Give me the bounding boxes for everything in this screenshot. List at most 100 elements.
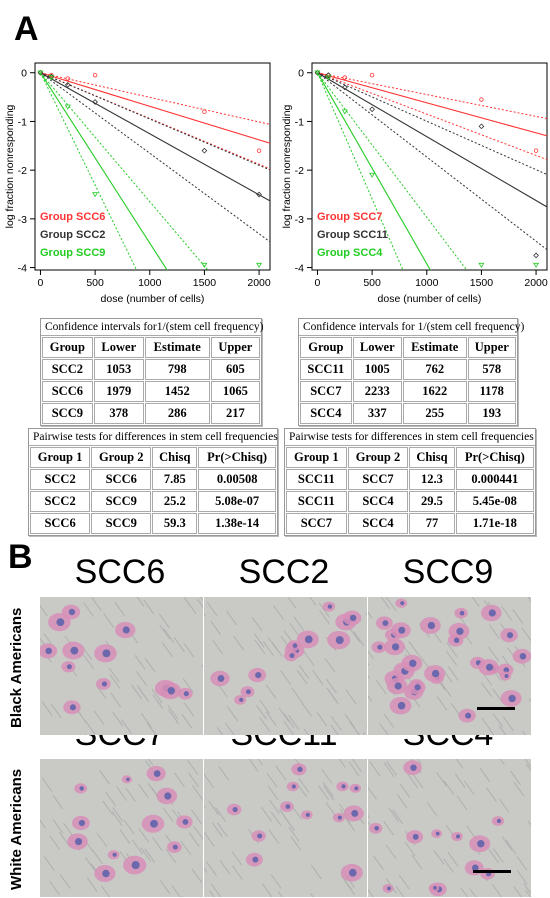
membrane-streak [103, 613, 115, 628]
cell-nucleus [69, 704, 76, 711]
membrane-streak [112, 712, 124, 727]
membrane-streak [330, 715, 342, 731]
cell-nucleus [427, 621, 436, 630]
cell-nucleus [102, 649, 111, 658]
membrane-streak [204, 832, 215, 847]
membrane-streak [524, 759, 531, 768]
membrane-streak [183, 597, 192, 607]
cell-nucleus [456, 834, 461, 839]
data-point [92, 99, 98, 105]
cell-nucleus [488, 609, 496, 617]
membrane-streak [91, 849, 103, 864]
data-point [49, 72, 54, 78]
legend-entry: Group SCC11 [317, 229, 388, 241]
membrane-streak [385, 597, 397, 612]
membrane-streak [498, 798, 510, 813]
membrane-streak [257, 759, 263, 766]
cell-nucleus [304, 635, 313, 644]
micrograph-texture [40, 759, 203, 897]
table-cell: 605 [210, 359, 260, 380]
panel-a-label: A [14, 10, 39, 48]
membrane-streak [206, 601, 218, 617]
membrane-streak [162, 807, 174, 823]
pairwise-table-right: Pairwise tests for differences in stem c… [284, 428, 536, 536]
membrane-streak [368, 695, 373, 702]
membrane-streak [84, 719, 96, 735]
cell-nucleus [414, 684, 421, 691]
row-label-white-americans: White Americans [8, 768, 25, 890]
data-point [342, 75, 347, 80]
membrane-streak [41, 701, 53, 716]
table-row: SCC9 378 286 217 [42, 403, 260, 424]
ci-line [317, 72, 547, 120]
header-cell: Chisq [409, 447, 455, 468]
ci-table-right: Confidence intervals for 1/(stem cell fr… [298, 318, 524, 426]
membrane-streak [404, 841, 416, 857]
membrane-streak [263, 641, 274, 656]
membrane-streak [383, 821, 395, 836]
membrane-streak [165, 848, 177, 864]
table-cell: 1.38e-14 [198, 513, 276, 534]
membrane-streak [280, 670, 292, 685]
membrane-streak [298, 778, 310, 793]
cell-nucleus [348, 868, 357, 877]
data-point [65, 76, 70, 81]
membrane-streak [137, 783, 149, 799]
cell-nucleus [431, 669, 440, 678]
cell-nucleus [153, 770, 161, 777]
cell-nucleus [70, 646, 79, 655]
data-point [479, 97, 484, 102]
data-point [92, 192, 99, 198]
data-point [533, 252, 539, 259]
membrane-streak [349, 627, 360, 643]
membrane-streak [174, 637, 185, 653]
membrane-streak [516, 856, 528, 871]
membrane-streak [209, 890, 215, 897]
table-cell: 762 [402, 359, 467, 380]
membrane-streak [212, 639, 224, 655]
table-cell: 1.71e-18 [455, 513, 534, 534]
cell-nucleus [398, 626, 406, 634]
cell-nucleus [349, 614, 357, 622]
header-cell: Group [42, 337, 93, 358]
table-cell: 29.5 [409, 491, 455, 512]
cell-nucleus [394, 682, 402, 690]
membrane-streak [100, 885, 111, 897]
plot-frame [311, 62, 548, 271]
legend-entry: Group SCC7 [317, 211, 382, 223]
membrane-streak [368, 675, 370, 679]
row-label-black-americans: Black Americans [8, 607, 25, 728]
membrane-streak [204, 773, 214, 788]
cell-nucleus [397, 701, 406, 710]
membrane-streak [135, 670, 147, 686]
membrane-streak [183, 702, 195, 717]
table-cell: SCC9 [91, 513, 152, 534]
membrane-streak [138, 687, 150, 702]
pairwise-table-caption: Pairwise tests for differences in stem c… [285, 429, 535, 446]
estimate-line [40, 72, 270, 144]
table-cell: 25.2 [152, 491, 198, 512]
table-cell: 12.3 [409, 469, 455, 490]
x-tick-label: 1000 [415, 277, 439, 289]
membrane-streak [351, 759, 362, 773]
membrane-streak [275, 765, 287, 781]
y-tick-label: -4 [295, 263, 304, 275]
membrane-streak [309, 597, 317, 606]
membrane-streak [265, 684, 277, 700]
cell-nucleus [387, 886, 391, 891]
membrane-streak [460, 887, 469, 897]
table-row: SCC6 SCC9 59.3 1.38e-14 [30, 513, 276, 534]
cell-nucleus [374, 825, 380, 831]
membrane-streak [396, 794, 408, 809]
micrograph-scc9 [368, 597, 531, 735]
membrane-streak [152, 836, 163, 852]
cell-nucleus [377, 644, 383, 650]
data-point [369, 106, 375, 113]
membrane-streak [181, 713, 193, 729]
membrane-streak [326, 678, 337, 694]
table-cell: 193 [467, 403, 516, 424]
membrane-streak [270, 811, 282, 827]
data-point [256, 191, 262, 198]
membrane-streak [436, 695, 448, 711]
header-cell: Group [300, 337, 352, 358]
